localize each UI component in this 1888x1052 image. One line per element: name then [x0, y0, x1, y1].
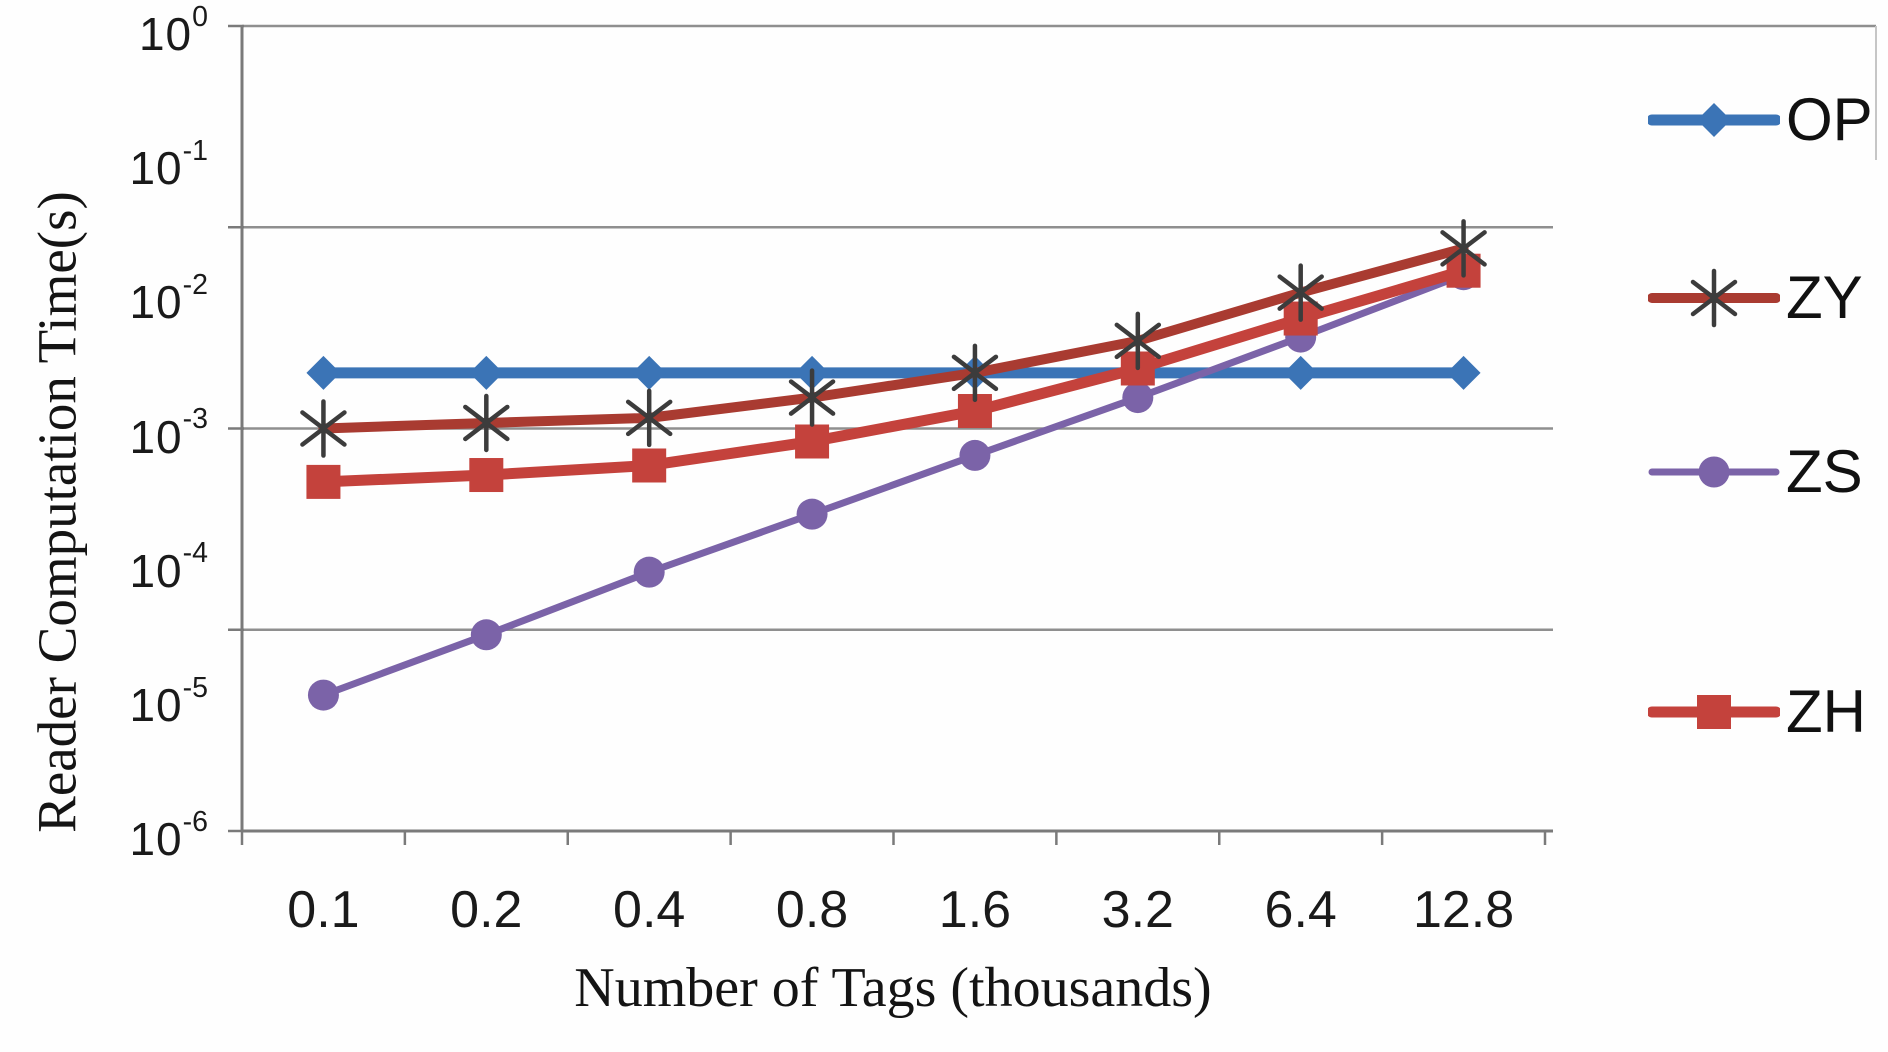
- legend-label: ZY: [1786, 264, 1863, 331]
- diamond-marker-icon: [1646, 88, 1782, 152]
- x-axis-title: Number of Tags (thousands): [574, 957, 1212, 1019]
- y-tick-label: 10-6: [129, 805, 208, 865]
- x-tick-label: 6.4: [1264, 881, 1337, 939]
- x-tick-label: 0.8: [775, 881, 849, 939]
- legend-label: ZH: [1786, 678, 1866, 745]
- series-zy: [300, 219, 1487, 458]
- legend-label: OP: [1786, 86, 1873, 153]
- y-tick-label: 10-2: [129, 269, 208, 329]
- y-tick-label: 10-3: [129, 403, 208, 463]
- legend-label: ZS: [1786, 438, 1863, 505]
- x-tick-label: 1.6: [938, 881, 1012, 939]
- legend-item-zy: ZY: [1647, 264, 1863, 331]
- square-marker-icon: [1646, 680, 1782, 744]
- x-tick-label: 0.4: [613, 881, 686, 939]
- y-tick-label: 10-4: [129, 537, 208, 597]
- y-tick-label: 10-1: [129, 134, 208, 195]
- x-tick-label: 12.8: [1412, 881, 1515, 939]
- legend-item-zs: ZS: [1648, 440, 1863, 504]
- circle-marker-icon: [1648, 440, 1780, 504]
- legend-item-op: OP: [1646, 86, 1873, 153]
- x-tick-label: 0.1: [287, 881, 360, 939]
- legend-item-zh: ZH: [1646, 678, 1866, 745]
- x-tick-label: 3.2: [1101, 881, 1174, 939]
- y-tick-label: 100: [138, 0, 208, 60]
- x-tick-label: 0.2: [450, 881, 523, 939]
- asterisk-marker-icon: [1647, 266, 1781, 330]
- y-tick-label: 10-5: [129, 671, 208, 731]
